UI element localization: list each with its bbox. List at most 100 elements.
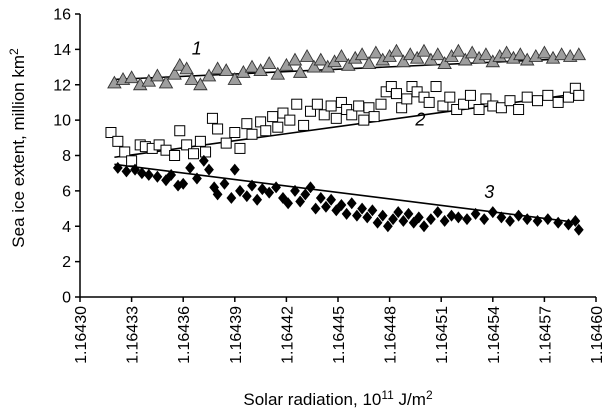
data-point <box>346 109 358 121</box>
data-point <box>552 96 564 108</box>
data-point <box>193 77 208 91</box>
data-point <box>423 96 435 108</box>
data-point <box>416 43 432 57</box>
y-tick-label: 0 <box>62 290 71 307</box>
data-point <box>513 104 525 116</box>
data-point <box>479 213 490 226</box>
data-point <box>152 170 163 183</box>
data-point <box>253 63 268 77</box>
data-point <box>532 95 544 107</box>
data-point <box>377 209 388 222</box>
data-point <box>172 57 188 71</box>
data-point <box>325 100 337 112</box>
data-point <box>277 107 289 119</box>
series-1-points <box>107 43 587 91</box>
data-point <box>368 111 380 123</box>
y-tick-label: 16 <box>53 7 71 24</box>
data-point <box>188 148 200 160</box>
data-point <box>130 163 140 176</box>
data-point <box>573 223 584 236</box>
data-point <box>362 211 373 224</box>
data-point <box>396 54 411 68</box>
y-axis-ticks: 0 2 4 6 8 10 12 14 16 <box>53 7 80 307</box>
data-point <box>310 202 321 215</box>
data-point <box>372 216 383 229</box>
data-point <box>495 102 507 114</box>
y-tick-label: 8 <box>62 148 71 165</box>
data-point <box>143 168 154 181</box>
x-tick-label: 1.16442 <box>279 306 296 364</box>
x-tick-label: 1.16448 <box>383 306 400 364</box>
data-point <box>357 202 367 215</box>
data-point <box>382 220 393 233</box>
data-point <box>271 181 281 194</box>
data-point <box>212 123 224 135</box>
data-point <box>570 214 581 227</box>
data-point <box>124 70 139 84</box>
x-tick-label: 1.16454 <box>486 306 503 364</box>
data-point <box>200 146 212 158</box>
data-point <box>521 91 533 103</box>
data-point <box>464 89 476 101</box>
data-markers <box>105 43 587 236</box>
x-tick-label: 1.16451 <box>434 306 451 364</box>
data-point <box>234 142 246 154</box>
data-point <box>315 191 326 204</box>
data-point <box>184 72 200 85</box>
data-point <box>181 139 193 151</box>
data-point <box>496 211 507 224</box>
data-point <box>267 111 279 123</box>
data-point <box>361 56 377 69</box>
y-tick-label: 2 <box>62 254 71 271</box>
data-point <box>212 188 223 201</box>
data-point <box>353 100 365 112</box>
data-point <box>390 88 402 100</box>
series-label-2: 2 <box>414 109 425 129</box>
data-point <box>432 206 443 219</box>
data-point <box>206 112 218 124</box>
data-point <box>439 214 450 227</box>
data-point <box>453 211 464 224</box>
data-point <box>413 211 424 224</box>
data-point <box>229 127 241 139</box>
data-point <box>257 183 268 196</box>
data-point <box>464 45 480 59</box>
data-point <box>352 209 362 222</box>
data-point <box>158 75 174 89</box>
data-point <box>235 184 245 197</box>
data-point <box>270 66 286 80</box>
data-point <box>264 186 275 199</box>
data-point <box>336 199 347 211</box>
data-point <box>167 66 182 80</box>
data-point <box>218 63 234 77</box>
data-point <box>292 64 308 78</box>
data-point <box>505 214 515 227</box>
data-point <box>241 118 253 130</box>
data-point <box>219 177 230 190</box>
data-point <box>260 125 272 137</box>
data-point <box>419 220 429 233</box>
data-point <box>252 193 263 206</box>
data-point <box>241 190 252 203</box>
data-point <box>169 150 181 161</box>
data-point <box>304 105 316 117</box>
data-point <box>112 135 124 147</box>
data-point <box>198 154 209 167</box>
data-point <box>487 206 498 219</box>
data-point <box>119 146 131 158</box>
data-point <box>112 161 123 174</box>
y-tick-label: 4 <box>62 219 71 236</box>
y-tick-label: 14 <box>53 42 71 59</box>
data-point <box>532 214 543 227</box>
data-point <box>393 206 404 219</box>
data-point <box>300 188 311 201</box>
data-point <box>174 125 186 137</box>
data-point <box>437 100 449 112</box>
x-tick-label: 1.16457 <box>537 306 554 364</box>
data-point <box>261 56 277 69</box>
data-point <box>354 47 370 61</box>
data-point <box>227 72 243 85</box>
data-point <box>553 216 564 229</box>
data-point <box>161 174 171 187</box>
